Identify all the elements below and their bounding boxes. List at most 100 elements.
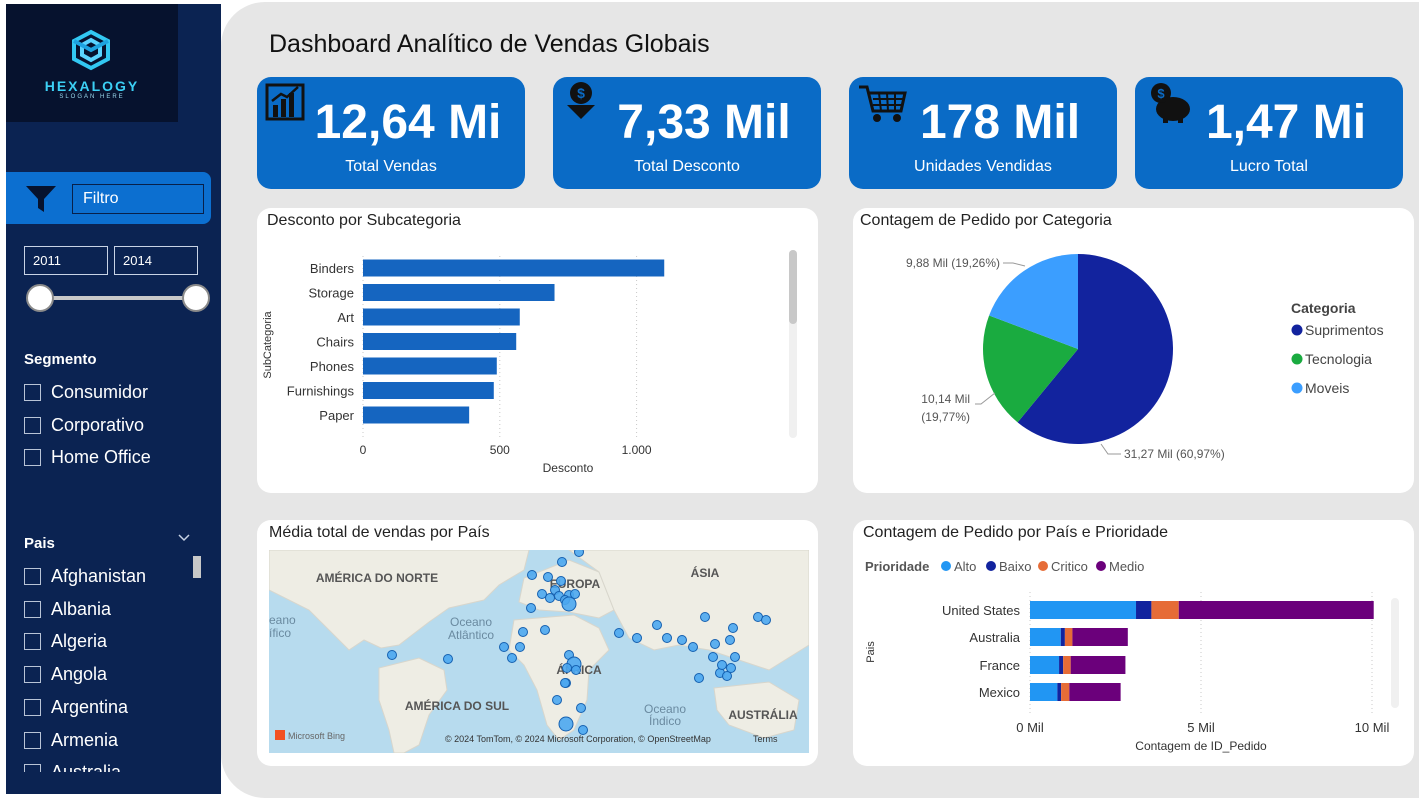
map-data-point[interactable] <box>700 612 710 622</box>
map-data-point[interactable] <box>543 572 553 582</box>
stacked-bar-segment[interactable] <box>1057 683 1062 701</box>
checkbox[interactable] <box>24 568 41 585</box>
map-data-point[interactable] <box>552 695 562 705</box>
stacked-bar-segment[interactable] <box>1030 628 1061 646</box>
map-data-point[interactable] <box>561 596 577 612</box>
y-tick-label: Australia <box>969 630 1020 645</box>
category-pie-card: Contagem de Pedido por Categoria 31,27 M… <box>853 208 1414 493</box>
map-data-point[interactable] <box>515 642 525 652</box>
stacked-bar-segment[interactable] <box>1070 656 1126 674</box>
map-data-point[interactable] <box>558 716 574 732</box>
year-range-slider-track[interactable] <box>40 296 196 300</box>
map-data-point[interactable] <box>571 665 581 675</box>
bar[interactable] <box>363 357 497 375</box>
map-data-point[interactable] <box>578 725 588 735</box>
map-data-point[interactable] <box>728 623 738 633</box>
bar[interactable] <box>363 284 555 301</box>
map-data-point[interactable] <box>556 576 566 586</box>
checkbox[interactable] <box>24 633 41 651</box>
stacked-bar-segment[interactable] <box>1059 656 1064 674</box>
map-data-point[interactable] <box>725 635 735 645</box>
stacked-bar-segment[interactable] <box>1136 601 1152 619</box>
map-data-point[interactable] <box>545 593 555 603</box>
map-data-point[interactable] <box>730 652 740 662</box>
checkbox[interactable] <box>24 600 41 618</box>
filter-bar[interactable]: Filtro <box>6 172 211 224</box>
stacked-bar-segment[interactable] <box>1030 601 1137 619</box>
svg-text:$: $ <box>1157 86 1165 101</box>
stacked-bar-segment[interactable] <box>1069 683 1121 701</box>
checkbox[interactable] <box>24 449 41 466</box>
checkbox[interactable] <box>24 764 41 772</box>
checkbox[interactable] <box>24 666 41 684</box>
stacked-bar-segment[interactable] <box>1178 601 1374 619</box>
bar[interactable] <box>363 382 494 399</box>
legend-marker <box>1096 561 1106 571</box>
stacked-bar-segment[interactable] <box>1030 656 1060 674</box>
map-data-point[interactable] <box>387 650 397 660</box>
map-data-point[interactable] <box>694 673 704 683</box>
map-data-point[interactable] <box>557 557 567 567</box>
map-data-point[interactable] <box>662 633 672 643</box>
map-data-point[interactable] <box>526 603 536 613</box>
sales-map[interactable]: AMÉRICA DO NORTEEUROPAÁSIAÁFRICAAMÉRICA … <box>269 550 809 753</box>
bar[interactable] <box>363 406 470 424</box>
map-data-point[interactable] <box>518 627 528 637</box>
map-region-label: ÁSIA <box>691 565 720 580</box>
pie-slice[interactable] <box>989 254 1078 349</box>
year-end-input[interactable]: 2014 <box>114 246 198 275</box>
bar[interactable] <box>363 333 517 350</box>
checkbox[interactable] <box>24 731 41 749</box>
map-data-point[interactable] <box>507 653 517 663</box>
map-data-point[interactable] <box>562 663 572 673</box>
map-data-point[interactable] <box>726 663 736 673</box>
bar[interactable] <box>363 259 665 277</box>
map-data-point[interactable] <box>537 589 547 599</box>
stacked-bar-segment[interactable] <box>1030 683 1058 701</box>
map-data-point[interactable] <box>576 703 586 713</box>
chart-scrollbar[interactable] <box>1391 598 1399 708</box>
stacked-bar-segment[interactable] <box>1072 628 1128 646</box>
chart-scrollbar-thumb[interactable] <box>789 250 797 324</box>
year-slider-end-handle[interactable] <box>182 284 210 312</box>
map-data-point[interactable] <box>560 678 570 688</box>
map-data-point[interactable] <box>574 550 584 557</box>
map-data-point[interactable] <box>632 633 642 643</box>
year-start-input[interactable]: 2011 <box>24 246 108 275</box>
checkbox[interactable] <box>24 698 41 716</box>
map-data-point[interactable] <box>614 628 624 638</box>
filter-label[interactable]: Filtro <box>72 184 204 214</box>
stacked-bar-segment[interactable] <box>1060 628 1065 646</box>
map-terms-link: Terms <box>753 734 778 744</box>
x-tick-label: 500 <box>490 443 510 457</box>
stacked-bar-segment[interactable] <box>1063 656 1071 674</box>
pie-slice[interactable] <box>983 315 1078 423</box>
map-data-point[interactable] <box>677 635 687 645</box>
map-data-point[interactable] <box>708 652 718 662</box>
country-option-label: Argentina <box>51 696 129 717</box>
country-list-scrollbar[interactable] <box>193 556 201 578</box>
map-data-point[interactable] <box>570 589 580 599</box>
stacked-bar-segment[interactable] <box>1064 628 1073 646</box>
map-data-point[interactable] <box>761 615 771 625</box>
map-data-point[interactable] <box>717 660 727 670</box>
map-data-point[interactable] <box>688 642 698 652</box>
map-data-point[interactable] <box>722 671 732 681</box>
year-slider-start-handle[interactable] <box>26 284 54 312</box>
chart-title: Contagem de Pedido por Categoria <box>860 212 1112 229</box>
pie-slice[interactable] <box>1017 254 1173 444</box>
map-data-point[interactable] <box>527 570 537 580</box>
stacked-bar-segment[interactable] <box>1151 601 1179 619</box>
country-option-label: Australia <box>51 760 121 772</box>
checkbox[interactable] <box>24 416 41 434</box>
checkbox[interactable] <box>24 384 41 401</box>
bar[interactable] <box>363 308 520 326</box>
map-data-point[interactable] <box>652 620 662 630</box>
map-data-point[interactable] <box>540 625 550 635</box>
map-data-point[interactable] <box>710 639 720 649</box>
stacked-bar-segment[interactable] <box>1061 683 1070 701</box>
x-axis-label: Contagem de ID_Pedido <box>1135 739 1267 753</box>
map-data-point[interactable] <box>443 654 453 664</box>
map-data-point[interactable] <box>499 642 509 652</box>
chevron-down-icon[interactable] <box>178 532 190 544</box>
